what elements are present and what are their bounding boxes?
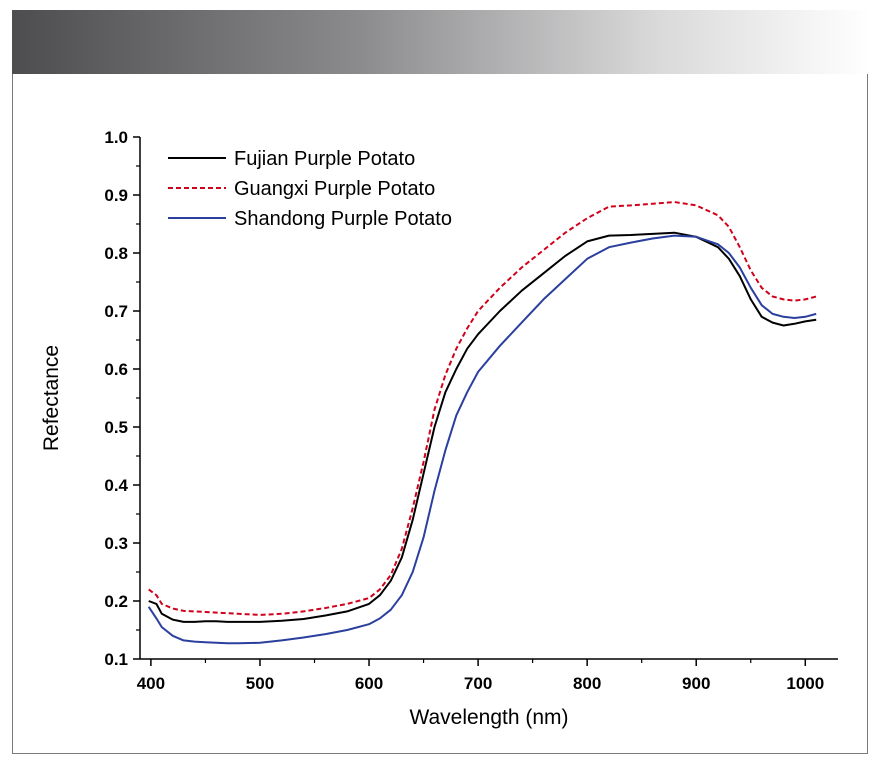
legend-label-2: Guangxi Purple Potato	[234, 178, 435, 200]
y-tick-label: 0.1	[104, 650, 128, 669]
x-tick-label: 900	[682, 674, 710, 693]
y-tick-label: 0.3	[104, 534, 128, 553]
x-tick-label: 1000	[786, 674, 824, 693]
legend-label-1: Fujian Purple Potato	[234, 148, 415, 170]
series-line-2	[148, 201, 817, 616]
x-tick-label: 800	[573, 674, 601, 693]
y-tick-label: 0.5	[104, 418, 128, 437]
x-tick-label: 400	[137, 674, 165, 693]
legend: Fujian Purple Potato Guangxi Purple Potat…	[168, 148, 452, 230]
y-tick-label: 0.2	[104, 592, 128, 611]
y-tick-label: 0.9	[104, 186, 128, 205]
figure-frame	[12, 74, 868, 754]
y-axis-title: Refectance	[40, 345, 63, 451]
header-banner	[12, 10, 870, 74]
y-tick-label: 0.7	[104, 302, 128, 321]
y-tick-label: 0.4	[104, 476, 128, 495]
x-tick-label: 600	[355, 674, 383, 693]
x-tick-label: 500	[246, 674, 274, 693]
x-tick-label: 700	[464, 674, 492, 693]
series-lines	[147, 201, 817, 645]
x-axis-title: Wavelength (nm)	[409, 706, 568, 729]
legend-label-3: Shandong Purple Potato	[234, 208, 452, 230]
y-tick-label: 0.8	[104, 244, 128, 263]
ticks: 400 500 600 700 800 900 1000 0.1 0.2 0.3 0.4 0.5 0.6…	[104, 128, 824, 693]
series-line-3	[147, 234, 817, 645]
y-tick-label: 0.6	[104, 360, 128, 379]
series-line-1	[148, 231, 817, 623]
y-tick-label: 1.0	[104, 128, 128, 147]
